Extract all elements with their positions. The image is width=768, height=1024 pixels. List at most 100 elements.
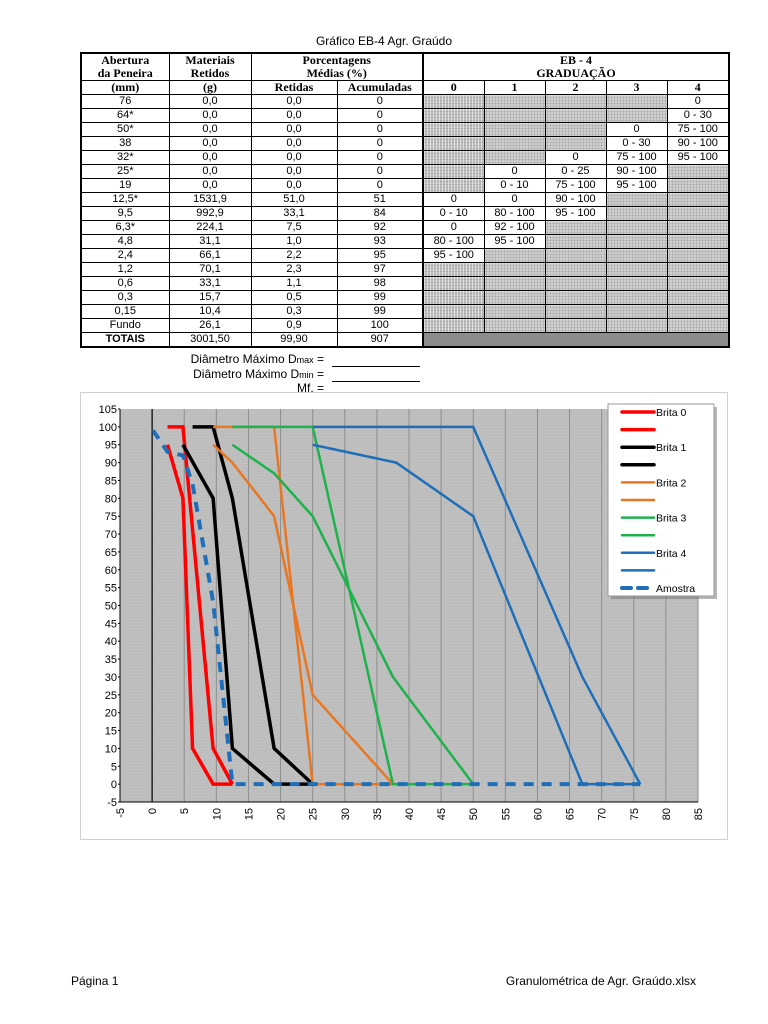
header-grad-1: 1 (483, 80, 546, 95)
cell-grad-3: 0 (605, 122, 668, 137)
y-tick-label: 45 (105, 618, 117, 630)
cell-abertura: 38 (80, 136, 170, 151)
cell-grad-hatched (666, 304, 730, 319)
x-tick-label: 5 (179, 808, 191, 814)
cell-acumuladas: 98 (336, 276, 424, 291)
cell-acumuladas: 0 (336, 178, 424, 193)
cell-grad-4: 90 - 100 (666, 136, 730, 151)
totals-label: TOTAIS (80, 332, 170, 348)
y-tick-label: 20 (105, 708, 117, 720)
cell-acumuladas: 99 (336, 304, 424, 319)
cell-grad-hatched (422, 318, 485, 333)
dmin-label: Diâmetro Máximo Dmin = (193, 367, 324, 381)
table-row: 76 0,0 0,0 0 0 (80, 94, 730, 109)
cell-grad-4: 0 (666, 94, 730, 109)
cell-grad-hatched (483, 276, 546, 291)
x-tick-label: 60 (532, 808, 544, 820)
legend-label: Brita 0 (656, 407, 687, 419)
y-tick-label: 70 (105, 529, 117, 541)
cell-retidos: 31,1 (168, 234, 252, 249)
cell-grad-hatched (483, 318, 546, 333)
cell-grad-hatched (483, 262, 546, 277)
cell-grad-hatched (605, 234, 668, 249)
mf-label: Mf. = (296, 381, 324, 395)
cell-abertura: 4,8 (80, 234, 170, 249)
header-grad-2: 2 (544, 80, 607, 95)
cell-retidos: 224,1 (168, 220, 252, 235)
cell-grad-1: 0 (483, 164, 546, 179)
header-grad-0: 0 (422, 80, 485, 95)
cell-grad-hatched (605, 206, 668, 221)
table-row: 4,8 31,1 1,0 93 80 - 100 95 - 100 (80, 234, 730, 249)
cell-grad-hatched (666, 318, 730, 333)
table-row: 12,5* 1531,9 51,0 51 0 0 90 - 100 (80, 192, 730, 207)
cell-grad-hatched (544, 304, 607, 319)
cell-grad-1: 0 (483, 192, 546, 207)
chart-svg: -505101520253035404550556065707580859095… (99, 403, 717, 820)
cell-abertura: 1,2 (80, 262, 170, 277)
cell-grad-3: 75 - 100 (605, 150, 668, 165)
cell-grad-hatched (483, 304, 546, 319)
y-tick-label: 35 (105, 654, 117, 666)
totals-row: TOTAIS 3001,50 99,90 907 (80, 332, 730, 348)
x-tick-label: 70 (597, 808, 609, 820)
cell-grad-hatched (483, 122, 546, 137)
cell-retidos: 1531,9 (168, 192, 252, 207)
cell-retidas: 0,0 (250, 108, 338, 123)
cell-abertura: 9,5 (80, 206, 170, 221)
cell-grad-hatched (544, 220, 607, 235)
cell-retidos: 0,0 (168, 136, 252, 151)
table-row: 0,3 15,7 0,5 99 (80, 290, 730, 305)
cell-grad-0: 95 - 100 (422, 248, 485, 263)
cell-grad-hatched (605, 192, 668, 207)
series-line-limit (167, 425, 234, 785)
legend-label: Amostra (656, 583, 695, 595)
series-line-brita-0 (165, 444, 233, 786)
cell-grad-hatched (483, 150, 546, 165)
cell-retidas: 0,9 (250, 318, 338, 333)
cell-retidas: 0,0 (250, 150, 338, 165)
cell-grad-hatched (666, 178, 730, 193)
cell-grad-2: 75 - 100 (544, 178, 607, 193)
cell-retidos: 0,0 (168, 164, 252, 179)
cell-abertura: 50* (80, 122, 170, 137)
cell-grad-hatched (666, 262, 730, 277)
cell-retidos: 992,9 (168, 206, 252, 221)
cell-grad-hatched (483, 248, 546, 263)
cell-grad-0: 0 (422, 220, 485, 235)
cell-grad-2: 95 - 100 (544, 206, 607, 221)
cell-grad-0: 0 (422, 192, 485, 207)
totals-retidas: 99,90 (250, 332, 338, 348)
header-abertura: Abertura da Peneira (80, 52, 170, 81)
legend-label: Brita 2 (656, 477, 687, 489)
cell-retidas: 2,2 (250, 248, 338, 263)
cell-abertura: 0,3 (80, 290, 170, 305)
cell-grad-hatched (605, 94, 668, 109)
table-row: 64* 0,0 0,0 0 0 - 30 (80, 108, 730, 123)
cell-abertura: 76 (80, 94, 170, 109)
cell-retidos: 10,4 (168, 304, 252, 319)
dmax-label: Diâmetro Máximo Dmax = (190, 352, 324, 366)
table-row: 0,6 33,1 1,1 98 (80, 276, 730, 291)
cell-grad-hatched (666, 192, 730, 207)
cell-retidos: 66,1 (168, 248, 252, 263)
header-grad-3: 3 (605, 80, 668, 95)
header-grad-4: 4 (666, 80, 730, 95)
cell-grad-hatched (422, 108, 485, 123)
header-unit-mm: (mm) (80, 80, 170, 95)
cell-grad-hatched (422, 122, 485, 137)
table-row: 9,5 992,9 33,1 84 0 - 10 80 - 100 95 - 100 (80, 206, 730, 221)
x-tick-label: 10 (211, 808, 223, 820)
cell-grad-3: 0 - 30 (605, 136, 668, 151)
cell-grad-1: 0 - 10 (483, 178, 546, 193)
cell-acumuladas: 99 (336, 290, 424, 305)
cell-abertura: 19 (80, 178, 170, 193)
cell-grad-hatched (544, 136, 607, 151)
cell-acumuladas: 97 (336, 262, 424, 277)
y-tick-label: 5 (111, 761, 117, 773)
series-line-brita-2 (212, 443, 394, 785)
y-tick-label: 30 (105, 672, 117, 684)
cell-retidas: 7,5 (250, 220, 338, 235)
cell-grad-hatched (605, 108, 668, 123)
cell-grad-1: 92 - 100 (483, 220, 546, 235)
